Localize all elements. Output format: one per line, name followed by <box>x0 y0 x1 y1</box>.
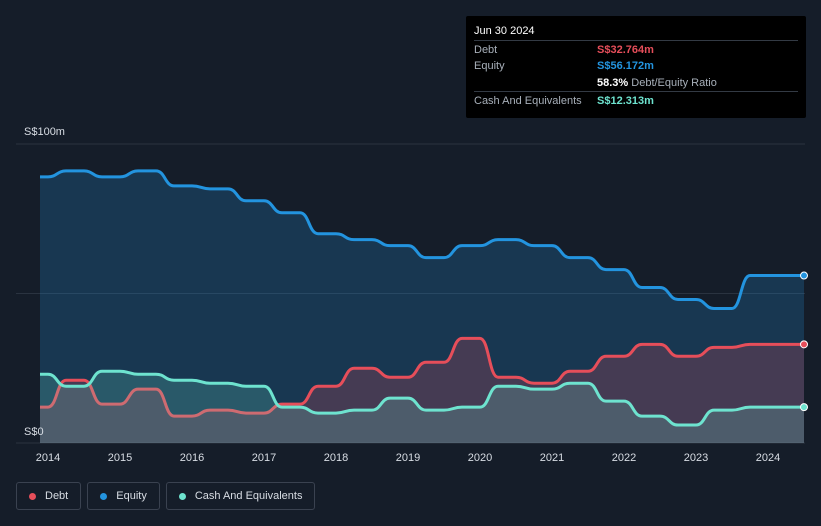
cash-line <box>40 369 805 427</box>
tooltip-row-ratio: 58.3% Debt/Equity Ratio <box>474 74 798 91</box>
tooltip-debt-label: Debt <box>474 44 498 56</box>
debt-line <box>40 336 804 418</box>
legend-equity-label: Equity <box>116 490 147 502</box>
debt-area <box>40 338 804 443</box>
tooltip-row-cash: Cash And Equivalents S$12.313m <box>474 91 798 109</box>
x-tick-label: 2015 <box>108 452 132 464</box>
equity-area <box>40 170 804 443</box>
legend-item-cash[interactable]: Cash And Equivalents <box>165 482 316 510</box>
equity-dot-icon <box>100 492 108 500</box>
legend-cash-label: Cash And Equivalents <box>194 490 303 502</box>
tooltip-date: Jun 30 2024 <box>474 25 535 37</box>
series-group <box>40 169 805 443</box>
x-tick-label: 2019 <box>396 452 420 464</box>
tooltip-ratio: 58.3% Debt/Equity Ratio <box>597 77 717 89</box>
data-tooltip: Jun 30 2024 Debt S$32.764m Equity S$56.1… <box>466 16 806 118</box>
tooltip-equity-label: Equity <box>474 60 505 72</box>
tooltip-ratio-value: 58.3% <box>597 77 629 89</box>
tooltip-cash-value: S$12.313m <box>597 95 654 107</box>
y-tick-label: S$0 <box>24 426 44 438</box>
equity-end-point <box>800 271 808 280</box>
grid-lines <box>16 143 805 444</box>
legend-item-debt[interactable]: Debt <box>16 482 82 510</box>
debt-dot-icon <box>29 492 36 500</box>
tooltip-row-equity: Equity S$56.172m <box>474 57 798 74</box>
legend-debt-label: Debt <box>45 490 69 502</box>
series-layer <box>40 169 808 443</box>
x-tick-label: 2018 <box>324 452 348 464</box>
x-tick-label: 2017 <box>252 452 276 464</box>
cash-area <box>40 371 804 443</box>
legend-item-equity[interactable]: Equity <box>87 482 160 510</box>
tooltip-ratio-label: Debt/Equity Ratio <box>631 77 717 89</box>
x-tick-label: 2014 <box>36 452 60 464</box>
axis-labels: 2014 2015 2016 2017 2018 2019 2020 2021 2022 2023… <box>24 126 780 464</box>
x-tick-label: 2020 <box>468 452 492 464</box>
debt-end-point <box>800 340 808 349</box>
tooltip-equity-value: S$56.172m <box>597 60 654 72</box>
x-tick-label: 2021 <box>540 452 564 464</box>
tooltip-cash-label: Cash And Equivalents <box>474 95 582 107</box>
tooltip-row-debt: Debt S$32.764m <box>474 40 798 58</box>
tooltip-debt-value: S$32.764m <box>597 44 654 56</box>
chart-legend: Debt Equity Cash And Equivalents <box>16 482 316 510</box>
x-tick-label: 2023 <box>684 452 708 464</box>
cash-end-point <box>800 403 808 412</box>
y-tick-label: S$100m <box>24 126 65 138</box>
x-tick-label: 2022 <box>612 452 636 464</box>
cash-dot-icon <box>178 492 186 500</box>
equity-line <box>40 169 804 310</box>
x-tick-label: 2016 <box>180 452 204 464</box>
x-tick-label: 2024 <box>756 452 780 464</box>
